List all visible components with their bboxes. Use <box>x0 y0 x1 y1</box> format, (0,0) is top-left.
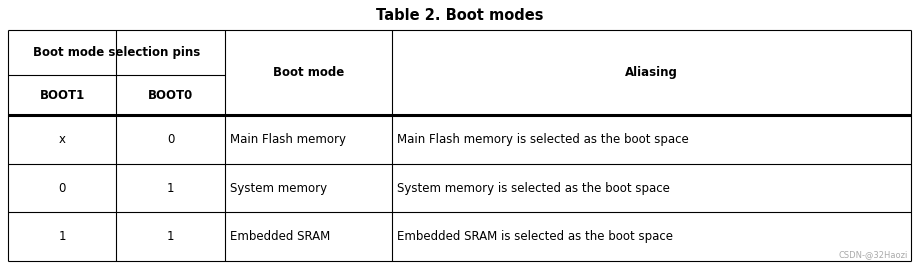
Text: Embedded SRAM is selected as the boot space: Embedded SRAM is selected as the boot sp… <box>397 230 673 243</box>
Text: Boot mode selection pins: Boot mode selection pins <box>33 46 200 59</box>
Text: System memory is selected as the boot space: System memory is selected as the boot sp… <box>397 182 670 195</box>
Text: Main Flash memory is selected as the boot space: Main Flash memory is selected as the boo… <box>397 133 688 146</box>
Text: x: x <box>59 133 65 146</box>
Text: 0: 0 <box>59 182 66 195</box>
Text: BOOT0: BOOT0 <box>148 89 193 102</box>
Text: Boot mode: Boot mode <box>273 66 344 79</box>
Text: Table 2. Boot modes: Table 2. Boot modes <box>376 7 543 22</box>
Text: 1: 1 <box>59 230 66 243</box>
Text: Main Flash memory: Main Flash memory <box>230 133 346 146</box>
Text: 1: 1 <box>166 182 175 195</box>
Text: 0: 0 <box>167 133 175 146</box>
Text: 1: 1 <box>166 230 175 243</box>
Text: Embedded SRAM: Embedded SRAM <box>230 230 330 243</box>
Text: CSDN-@32Haozi: CSDN-@32Haozi <box>839 250 908 259</box>
Text: Aliasing: Aliasing <box>625 66 678 79</box>
Text: System memory: System memory <box>230 182 327 195</box>
Text: BOOT1: BOOT1 <box>40 89 85 102</box>
